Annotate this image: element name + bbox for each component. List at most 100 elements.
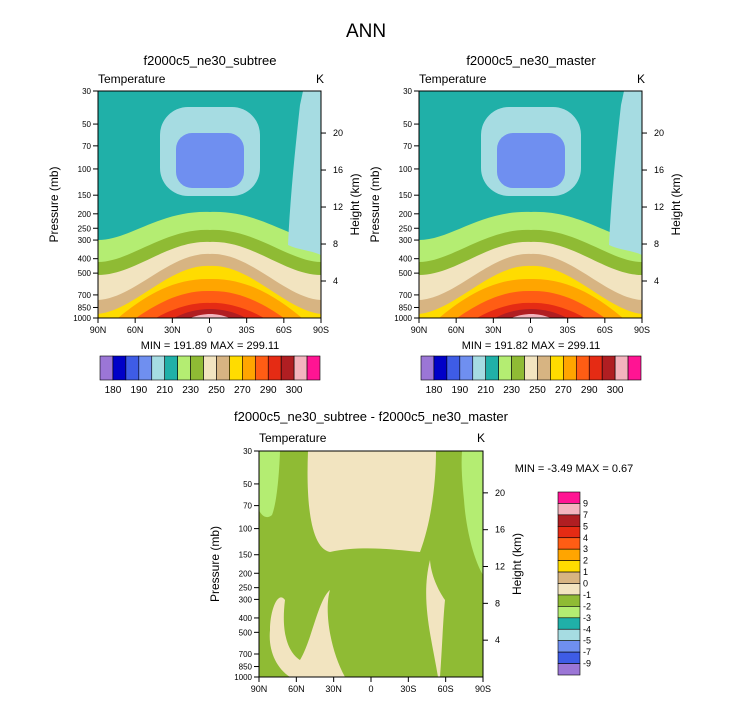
colorbar-swatch xyxy=(203,355,217,381)
y-tick-label: 850 xyxy=(399,303,413,312)
y2-tick-label: 16 xyxy=(333,165,343,175)
y-tick-label: 70 xyxy=(243,502,252,511)
y-tick-label: 70 xyxy=(403,142,412,151)
panel-difference: f2000c5_ne30_subtree - f2000c5_ne30_mast… xyxy=(208,409,633,694)
colorbar-swatch xyxy=(99,355,114,381)
x-tick-label: 90S xyxy=(475,684,491,694)
y-tick-label: 250 xyxy=(78,224,92,233)
y-tick-label: 50 xyxy=(403,120,412,129)
y-tick-label: 300 xyxy=(78,236,92,245)
panel-subtree: f2000c5_ne30_subtree Temperature K 30 50 7… xyxy=(47,53,362,396)
colorbar-label: 190 xyxy=(451,385,468,396)
y2-tick-label: 8 xyxy=(333,239,338,249)
colorbar-swatch xyxy=(177,355,191,381)
y-tick-label: 250 xyxy=(239,584,253,593)
y2-tick-label: 12 xyxy=(495,562,505,572)
y-axis-label: Pressure (mb) xyxy=(208,526,222,602)
colorbar-label: 3 xyxy=(583,544,588,554)
axes: 305070100150200250300400500700850100090N… xyxy=(47,87,362,335)
colorbar-swatch xyxy=(537,355,551,381)
y-tick-label: 150 xyxy=(239,551,253,560)
colorbar-swatch xyxy=(164,355,178,381)
colorbar-label: 9 xyxy=(583,498,588,508)
colorbar-label: 300 xyxy=(607,385,624,396)
colorbar-swatch xyxy=(151,355,166,381)
y-tick-label: 700 xyxy=(399,291,413,300)
colorbar-swatch xyxy=(614,355,629,381)
field-band xyxy=(609,91,642,255)
colorbar-label: 270 xyxy=(234,385,251,396)
y-tick-label: 300 xyxy=(399,236,413,245)
y-tick-label: 400 xyxy=(399,255,413,264)
y2-axis-label: Height (km) xyxy=(348,173,362,235)
colorbar-swatch xyxy=(627,355,642,381)
colorbar-swatch xyxy=(267,355,282,381)
y-tick-label: 700 xyxy=(78,291,92,300)
y-tick-label: 1000 xyxy=(73,314,91,323)
colorbar-swatch xyxy=(557,594,581,607)
colorbar-swatch xyxy=(557,640,581,653)
colorbar-swatch xyxy=(557,617,581,630)
colorbar-swatch xyxy=(229,355,243,381)
y2-tick-label: 12 xyxy=(333,202,343,212)
colorbar-label: 250 xyxy=(208,385,225,396)
panel-master: f2000c5_ne30_master Temperature K 30 50 70… xyxy=(368,53,683,396)
colorbar-swatch xyxy=(557,571,581,584)
x-tick-label: 30S xyxy=(400,684,416,694)
colorbar-swatch xyxy=(280,355,295,381)
colorbar-swatch xyxy=(557,514,581,527)
axes: 305070100150200250300400500700850100090N… xyxy=(368,87,683,335)
colorbar-swatch xyxy=(446,355,461,381)
field-band xyxy=(176,133,244,188)
panel-title: f2000c5_ne30_subtree - f2000c5_ne30_mast… xyxy=(234,409,509,424)
colorbar-label: -3 xyxy=(583,613,591,623)
y2-tick-label: 4 xyxy=(495,635,500,645)
x-tick-label: 60N xyxy=(288,684,305,694)
units-label: K xyxy=(637,72,645,86)
colorbar-label: 250 xyxy=(529,385,546,396)
colorbar-label: -1 xyxy=(583,590,591,600)
colorbar-swatch xyxy=(420,355,435,381)
contour-field xyxy=(419,91,642,318)
contour-field xyxy=(98,91,321,318)
x-tick-label: 0 xyxy=(528,325,533,335)
y-tick-label: 1000 xyxy=(234,673,252,682)
panel-title: f2000c5_ne30_master xyxy=(466,53,596,68)
field-band xyxy=(259,451,483,677)
page-title: ANN xyxy=(346,21,386,42)
colorbar-swatch xyxy=(601,355,616,381)
stats-label: MIN = -3.49 MAX = 0.67 xyxy=(515,463,634,475)
y2-tick-label: 12 xyxy=(654,202,664,212)
units-label: K xyxy=(316,72,324,86)
y-tick-label: 400 xyxy=(78,255,92,264)
colorbar-label: 7 xyxy=(583,510,588,520)
colorbar-label: 290 xyxy=(581,385,598,396)
y2-axis-label: Height (km) xyxy=(510,533,524,595)
colorbar-swatch xyxy=(557,526,581,539)
x-tick-label: 90S xyxy=(634,325,650,335)
colorbar-swatch xyxy=(563,355,577,381)
colorbar-swatch xyxy=(498,355,512,381)
y-tick-label: 700 xyxy=(239,650,253,659)
colorbar-label: -9 xyxy=(583,659,591,669)
colorbar: 180 190 210 230 250 270 290 300 xyxy=(99,355,321,396)
colorbar-label: 210 xyxy=(156,385,173,396)
colorbar-label: 180 xyxy=(426,385,443,396)
colorbar-swatch xyxy=(293,355,308,381)
colorbar: 9 75 43 21 0-1-2 -3-4 -5-7 -9 xyxy=(557,491,591,676)
x-tick-label: 90N xyxy=(90,325,107,335)
colorbar-swatch xyxy=(511,355,525,381)
y2-tick-label: 20 xyxy=(495,488,505,498)
y-tick-label: 250 xyxy=(399,224,413,233)
field-band xyxy=(288,91,321,255)
colorbar-swatch xyxy=(485,355,499,381)
x-tick-label: 60N xyxy=(127,325,144,335)
colorbar-swatch xyxy=(216,355,230,381)
y-tick-label: 850 xyxy=(78,303,92,312)
colorbar-swatch xyxy=(190,355,204,381)
y-tick-label: 1000 xyxy=(394,314,412,323)
x-tick-label: 60N xyxy=(448,325,465,335)
y-tick-label: 150 xyxy=(78,191,92,200)
x-tick-label: 30S xyxy=(239,325,255,335)
x-tick-label: 60S xyxy=(597,325,613,335)
